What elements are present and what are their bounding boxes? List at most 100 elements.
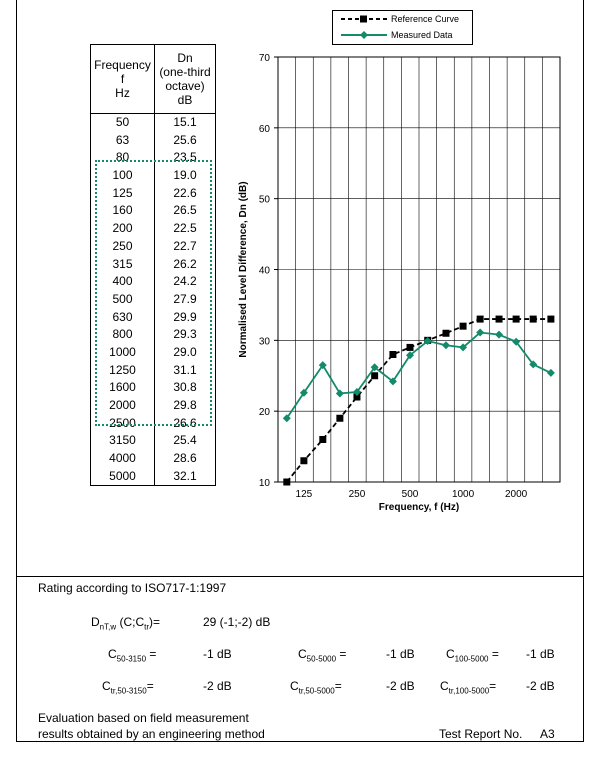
measured-data-point <box>299 388 308 397</box>
reference-curve-point <box>529 315 537 323</box>
reference-curve-point <box>459 322 467 330</box>
measured-data-point <box>512 337 521 346</box>
dn-cell: 29.9 <box>173 309 197 324</box>
frame-left-border <box>16 0 17 742</box>
y-tick-label: 10 <box>259 478 271 489</box>
table-header: Frequency f Hz Dn (one-third octave) dB <box>91 45 215 114</box>
frequency-cell: 1250 <box>91 361 155 380</box>
dn-cell: 23.5 <box>173 150 197 165</box>
ctr-50-3150-value: -2 dB <box>203 679 232 693</box>
dntw-label: DnT,w (C;Ctr)= <box>91 615 161 632</box>
reference-curve-point <box>300 457 308 465</box>
table-row: 100 19.0 <box>91 167 215 185</box>
frequency-cell: 2000 <box>91 397 155 415</box>
level-difference-chart: 10 20 30 40 50 60 70 125 250 500 1000 2000 Frequency… <box>238 53 561 513</box>
x-tick-label: 500 <box>402 489 419 500</box>
table-row: 80 23.5 <box>91 149 215 168</box>
frame-right-border <box>583 0 584 742</box>
c-50-5000-value: -1 dB <box>386 647 415 661</box>
dn-cell: 22.6 <box>173 185 197 200</box>
measured-data-point <box>546 368 555 377</box>
frequency-cell: 160 <box>91 202 155 221</box>
frequency-cell: 800 <box>91 326 155 344</box>
frequency-cell: 1600 <box>91 379 155 397</box>
y-tick-label: 30 <box>259 336 271 347</box>
frequency-cell: 5000 <box>91 467 155 486</box>
frequency-cell: 4000 <box>91 450 155 468</box>
y-tick-label: 40 <box>259 266 271 277</box>
measured-data-point <box>352 388 361 397</box>
table-row: 50 15.1 <box>91 114 215 132</box>
evaluation-note-line2: results obtained by an engineering metho… <box>38 727 265 741</box>
dn-cell: 27.9 <box>173 291 197 306</box>
table-row: 125 22.6 <box>91 184 215 203</box>
c-100-5000-label: C100-5000 = <box>446 647 499 664</box>
table-row: 500 27.9 <box>91 290 215 309</box>
chart-legend: Reference Curve Measured Data <box>332 10 473 45</box>
table-row: 250 22.7 <box>91 237 215 256</box>
dn-cell: 25.4 <box>173 433 197 448</box>
measured-data-point <box>459 343 468 352</box>
dn-cell: 31.1 <box>173 362 197 377</box>
dn-cell: 26.5 <box>173 203 197 218</box>
dn-cell: 15.1 <box>173 115 197 129</box>
y-tick-label: 70 <box>259 53 271 64</box>
measured-data-point <box>388 377 397 386</box>
measured-data-point <box>406 351 415 360</box>
frequency-cell: 100 <box>91 167 155 185</box>
table-row: 2000 29.8 <box>91 397 215 415</box>
dn-cell: 22.7 <box>173 238 197 253</box>
frequency-cell: 400 <box>91 273 155 291</box>
dn-cell: 28.6 <box>173 451 197 466</box>
legend-label-reference: Reference Curve <box>391 14 460 24</box>
table-row: 315 26.2 <box>91 255 215 274</box>
dn-cell: 26.2 <box>173 256 197 271</box>
reference-curve-point <box>495 315 503 323</box>
ctr-50-5000-label: Ctr,50-5000= <box>290 679 342 696</box>
table-row: 3150 25.4 <box>91 432 215 451</box>
c-50-3150-value: -1 dB <box>203 647 232 661</box>
frequency-cell: 63 <box>91 131 155 150</box>
reference-curve-point <box>512 315 520 323</box>
frequency-cell: 2500 <box>91 414 155 433</box>
measured-data-point <box>476 328 485 337</box>
dn-cell: 29.3 <box>173 327 197 342</box>
measured-data-point <box>335 389 344 398</box>
ctr-100-5000-value: -2 dB <box>526 679 555 693</box>
frequency-cell: 500 <box>91 290 155 309</box>
dn-cell: 25.6 <box>173 132 197 147</box>
rating-title: Rating according to ISO717-1:1997 <box>38 581 227 595</box>
frequency-cell: 80 <box>91 149 155 168</box>
dn-cell: 29.0 <box>173 344 197 359</box>
dn-header: Dn (one-third octave) dB <box>159 51 211 107</box>
frequency-cell: 250 <box>91 237 155 256</box>
table-row: 630 29.9 <box>91 308 215 327</box>
y-axis-label: Normalised Level Difference, Dn (dB) <box>238 181 249 357</box>
x-axis-label: Frequency, f (Hz) <box>379 502 459 513</box>
dntw-value: 29 (-1;-2) dB <box>203 615 271 629</box>
y-tick-label: 60 <box>259 124 271 135</box>
ctr-50-3150-label: Ctr,50-3150= <box>102 679 154 696</box>
frequency-cell: 200 <box>91 220 155 238</box>
table-row: 4000 28.6 <box>91 450 215 468</box>
table-row: 63 25.6 <box>91 131 215 150</box>
evaluation-note-line1: Evaluation based on field measurement <box>38 711 249 725</box>
table-row: 200 22.5 <box>91 220 215 238</box>
y-tick-label: 50 <box>259 195 271 206</box>
table-row: 1600 30.8 <box>91 379 215 397</box>
test-report-number: A3 <box>540 727 555 741</box>
c-50-3150-label: C50-3150 = <box>108 647 157 664</box>
frequency-cell: 630 <box>91 308 155 327</box>
frequency-header: Frequency f Hz <box>91 45 155 113</box>
table-row: 400 24.2 <box>91 273 215 291</box>
reference-curve-point <box>406 343 414 351</box>
measured-data-point <box>318 361 327 370</box>
ctr-100-5000-label: Ctr,100-5000= <box>440 679 497 696</box>
c-100-5000-value: -1 dB <box>526 647 555 661</box>
table-row: 160 26.5 <box>91 202 215 221</box>
table-row: 5000 32.1 <box>91 467 215 486</box>
reference-curve-point <box>336 414 344 422</box>
reference-curve-point <box>319 436 327 443</box>
frequency-cell: 3150 <box>91 432 155 451</box>
ctr-50-5000-value: -2 dB <box>386 679 415 693</box>
